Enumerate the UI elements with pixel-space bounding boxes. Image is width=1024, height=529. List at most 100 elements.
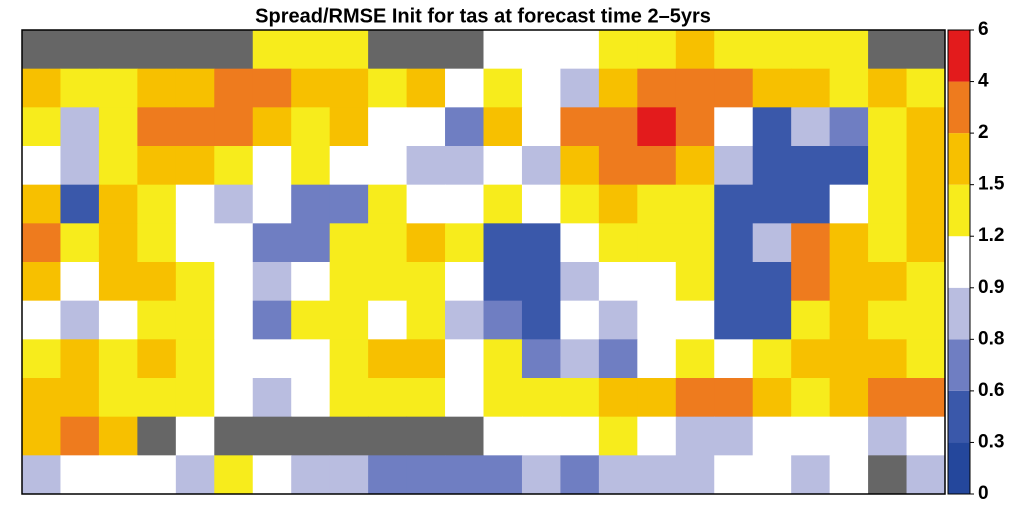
cell (752, 223, 792, 263)
cell (214, 107, 254, 147)
colorbar-bin (948, 390, 970, 443)
missing-cell (329, 416, 369, 456)
cell (868, 300, 908, 340)
cell (791, 455, 831, 495)
cell (214, 184, 254, 224)
missing-cell (252, 416, 292, 456)
cell (714, 416, 754, 456)
cell (675, 223, 715, 263)
cell (637, 146, 677, 186)
cell (445, 107, 484, 147)
cell (791, 416, 831, 456)
map-title: Spread/RMSE Init for tas at forecast tim… (255, 5, 711, 27)
cell (175, 339, 215, 379)
cell (445, 146, 484, 186)
cell (214, 339, 254, 379)
colorbar-label: 0.6 (978, 380, 1004, 401)
cell (214, 378, 254, 418)
cell (868, 262, 908, 302)
cell (906, 378, 946, 418)
cell (868, 68, 908, 108)
cell (560, 184, 600, 224)
cell (675, 339, 715, 379)
cell (137, 262, 177, 302)
cell (675, 416, 715, 456)
cell (906, 107, 946, 147)
cell (291, 68, 331, 108)
cell (22, 378, 61, 418)
cell (752, 416, 792, 456)
cell (675, 184, 715, 224)
cell (829, 262, 869, 302)
cell (521, 184, 561, 224)
cell (98, 68, 138, 108)
cell (560, 378, 600, 418)
cell (214, 455, 254, 495)
cell (445, 339, 484, 379)
cell (560, 68, 600, 108)
cell (829, 30, 869, 70)
cell (214, 223, 254, 263)
cell (406, 378, 446, 418)
cell (252, 146, 292, 186)
colorbar-bin (948, 339, 970, 391)
cell (406, 262, 446, 302)
cell (868, 223, 908, 263)
cell (175, 378, 215, 418)
cell (521, 30, 561, 70)
cell (637, 184, 677, 224)
cell (829, 416, 869, 456)
cell (675, 146, 715, 186)
cell (637, 107, 677, 147)
cell (98, 223, 138, 263)
cell (445, 300, 484, 340)
cell (406, 146, 446, 186)
cell (560, 455, 600, 495)
cell (906, 416, 946, 456)
cell (675, 262, 715, 302)
cell (829, 300, 869, 340)
cell (829, 184, 869, 224)
cell (252, 262, 292, 302)
cell (829, 223, 869, 263)
cell (60, 107, 100, 147)
cell (329, 300, 369, 340)
cell (291, 339, 331, 379)
cell (637, 262, 677, 302)
cell (714, 146, 754, 186)
cell (521, 107, 561, 147)
colorbar-label: 2 (978, 122, 989, 143)
cell (675, 107, 715, 147)
cell (483, 300, 523, 340)
cell (752, 184, 792, 224)
cell (675, 68, 715, 108)
colorbar-label: 0.3 (978, 431, 1004, 452)
cell (483, 68, 523, 108)
missing-cell (445, 30, 484, 70)
cell (521, 339, 561, 379)
cell (291, 146, 331, 186)
cell (868, 416, 908, 456)
cell (598, 339, 638, 379)
colorbar-label: 4 (978, 71, 989, 92)
cell (329, 30, 369, 70)
cell (252, 378, 292, 418)
cell (560, 107, 600, 147)
missing-cell (137, 30, 177, 70)
cell (675, 30, 715, 70)
cell (22, 455, 61, 495)
cell (214, 68, 254, 108)
cell (252, 68, 292, 108)
cell (752, 107, 792, 147)
cell (252, 223, 292, 263)
cell (560, 339, 600, 379)
cell (752, 455, 792, 495)
cell (560, 416, 600, 456)
cell (752, 378, 792, 418)
cell (445, 223, 484, 263)
cell (791, 223, 831, 263)
cell (137, 455, 177, 495)
missing-cell (214, 416, 254, 456)
cell (829, 68, 869, 108)
